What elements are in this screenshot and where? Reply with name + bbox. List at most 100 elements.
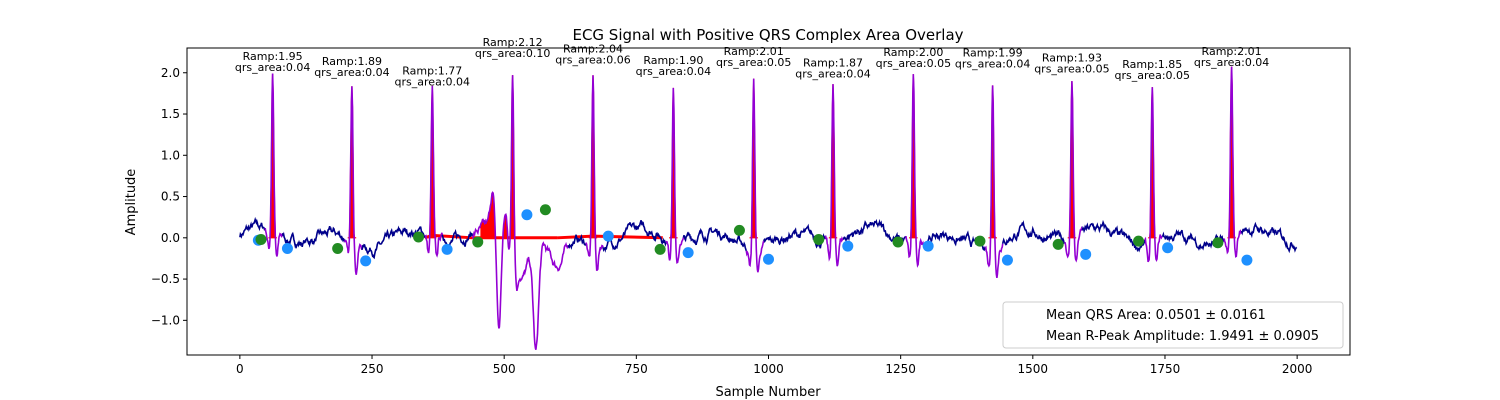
qrs-segment-line	[264, 73, 284, 257]
qrs-segment-line	[471, 75, 569, 350]
peak-annotation-qrs-area: qrs_area:0.05	[876, 57, 951, 70]
qrs-segment-line	[424, 85, 444, 258]
qrs-area-band	[432, 233, 473, 240]
q-s-point-marker	[1001, 254, 1013, 266]
t-point-marker	[1212, 237, 1224, 249]
plot-area	[239, 66, 1298, 350]
legend-box	[1002, 301, 1344, 349]
peak-annotation-ramp: Ramp:1.99	[963, 47, 1023, 60]
peak-annotation-qrs-area: qrs_area:0.10	[475, 47, 550, 60]
t-point-marker	[472, 236, 484, 248]
ecg-signal-line	[1081, 219, 1146, 253]
y-tick-label: 0.0	[161, 231, 180, 245]
qrs-segment-line	[1144, 87, 1163, 263]
peak-annotation-qrs-area: qrs_area:0.04	[235, 61, 310, 74]
t-point-marker	[733, 224, 745, 236]
peak-annotation-ramp: Ramp:2.01	[1202, 45, 1262, 58]
legend: Mean QRS Area: 0.0501 ± 0.0161 Mean R-Pea…	[1002, 301, 1344, 349]
x-tick-label: 1750	[1150, 362, 1181, 376]
q-s-point-marker	[922, 240, 934, 252]
x-tick-label: 0	[236, 362, 244, 376]
q-s-point-marker	[281, 243, 293, 255]
t-point-marker	[539, 204, 551, 216]
x-tick-label: 1250	[885, 362, 916, 376]
qrs-segment-line	[585, 75, 604, 271]
x-tick-label: 1000	[753, 362, 784, 376]
peak-annotation-ramp: Ramp:2.00	[883, 46, 943, 59]
qrs-segment-line	[824, 84, 844, 267]
ecg-signal-line	[1001, 220, 1065, 246]
t-point-marker	[813, 233, 825, 245]
legend-entry: Mean QRS Area: 0.0501 ± 0.0161	[1046, 308, 1266, 323]
y-tick-label: 1.0	[161, 148, 180, 162]
qrs-segment-line	[1223, 66, 1243, 258]
x-axis-label: Sample Number	[715, 385, 821, 400]
peak-annotation-qrs-area: qrs_area:0.04	[314, 66, 389, 79]
y-axis-label: Amplitude	[124, 169, 139, 236]
y-tick-label: −0.5	[151, 272, 180, 286]
y-tick-label: −1.0	[151, 313, 180, 327]
ecg-signal-line	[567, 233, 587, 250]
q-s-point-marker	[602, 230, 614, 242]
legend-entry: Mean R-Peak Amplitude: 1.9491 ± 0.0905	[1046, 329, 1319, 344]
q-s-point-marker	[842, 240, 854, 252]
q-s-point-marker	[682, 247, 694, 259]
peak-annotation-ramp: Ramp:1.93	[1042, 52, 1102, 65]
t-point-marker	[1133, 235, 1145, 247]
peak-annotation-ramp: Ramp:1.85	[1122, 58, 1182, 71]
t-point-marker	[1052, 238, 1064, 250]
peak-annotation-ramp: Ramp:2.01	[724, 45, 784, 58]
qrs-segment-line	[665, 87, 685, 264]
qrs-segment-line	[984, 85, 1004, 279]
t-point-marker	[974, 235, 986, 247]
qrs-segment-line	[343, 86, 363, 275]
y-tick-label: 1.5	[161, 107, 180, 121]
t-point-marker	[892, 236, 904, 248]
x-tick-label: 250	[361, 362, 384, 376]
peak-annotation-qrs-area: qrs_area:0.05	[1115, 69, 1190, 82]
peak-annotation-ramp: Ramp:1.89	[322, 55, 382, 68]
peak-annotation-ramp: Ramp:2.04	[563, 42, 623, 55]
ecg-signal-line	[1240, 221, 1298, 254]
qrs-segment-line	[745, 78, 765, 273]
ecg-signal-line	[602, 219, 667, 253]
ecg-signal-line	[281, 225, 346, 249]
qrs-segment-line	[905, 74, 925, 268]
t-point-marker	[255, 233, 267, 245]
peak-annotation-qrs-area: qrs_area:0.04	[636, 65, 711, 78]
peak-annotation-ramp: Ramp:1.77	[402, 65, 462, 78]
q-s-point-marker	[441, 243, 453, 255]
x-tick-label: 2000	[1282, 362, 1313, 376]
y-tick-label: 2.0	[161, 66, 180, 80]
x-tick-label: 500	[493, 362, 516, 376]
q-s-point-marker	[1162, 242, 1174, 254]
peak-annotation-qrs-area: qrs_area:0.04	[795, 67, 870, 80]
peak-annotation-ramp: Ramp:1.95	[243, 50, 303, 63]
t-point-marker	[654, 243, 666, 255]
ecg-signal-line	[239, 216, 266, 239]
q-s-point-marker	[521, 209, 533, 221]
peak-annotation-qrs-area: qrs_area:0.05	[1034, 63, 1109, 76]
peak-annotation-qrs-area: qrs_area:0.04	[955, 58, 1030, 71]
t-point-marker	[413, 231, 425, 243]
q-s-point-marker	[763, 253, 774, 265]
qrs-segment-line	[1064, 81, 1083, 263]
q-s-point-marker	[360, 255, 372, 267]
peak-annotation-ramp: Ramp:1.90	[643, 54, 703, 67]
x-tick-label: 1500	[1018, 362, 1049, 376]
ecg-signal-line	[682, 226, 748, 252]
peak-annotation-qrs-area: qrs_area:0.04	[1194, 56, 1269, 69]
q-s-point-marker	[1241, 254, 1253, 266]
peak-annotation-ramp: Ramp:1.87	[803, 56, 863, 69]
peak-annotation-ramp: Ramp:2.12	[483, 36, 543, 49]
t-point-marker	[332, 243, 344, 255]
axes: 0 250 500 750 1000 1250 1500 1750 2000 −1.0 −0.5 0.…	[151, 47, 1351, 376]
q-s-point-marker	[1080, 248, 1092, 260]
chart-title: ECG Signal with Positive QRS Complex Are…	[572, 26, 963, 44]
x-tick-label: 750	[625, 362, 648, 376]
peak-annotation-qrs-area: qrs_area:0.05	[716, 56, 791, 69]
peak-annotation-qrs-area: qrs_area:0.04	[395, 76, 470, 89]
peak-annotation-qrs-area: qrs_area:0.06	[555, 53, 630, 66]
